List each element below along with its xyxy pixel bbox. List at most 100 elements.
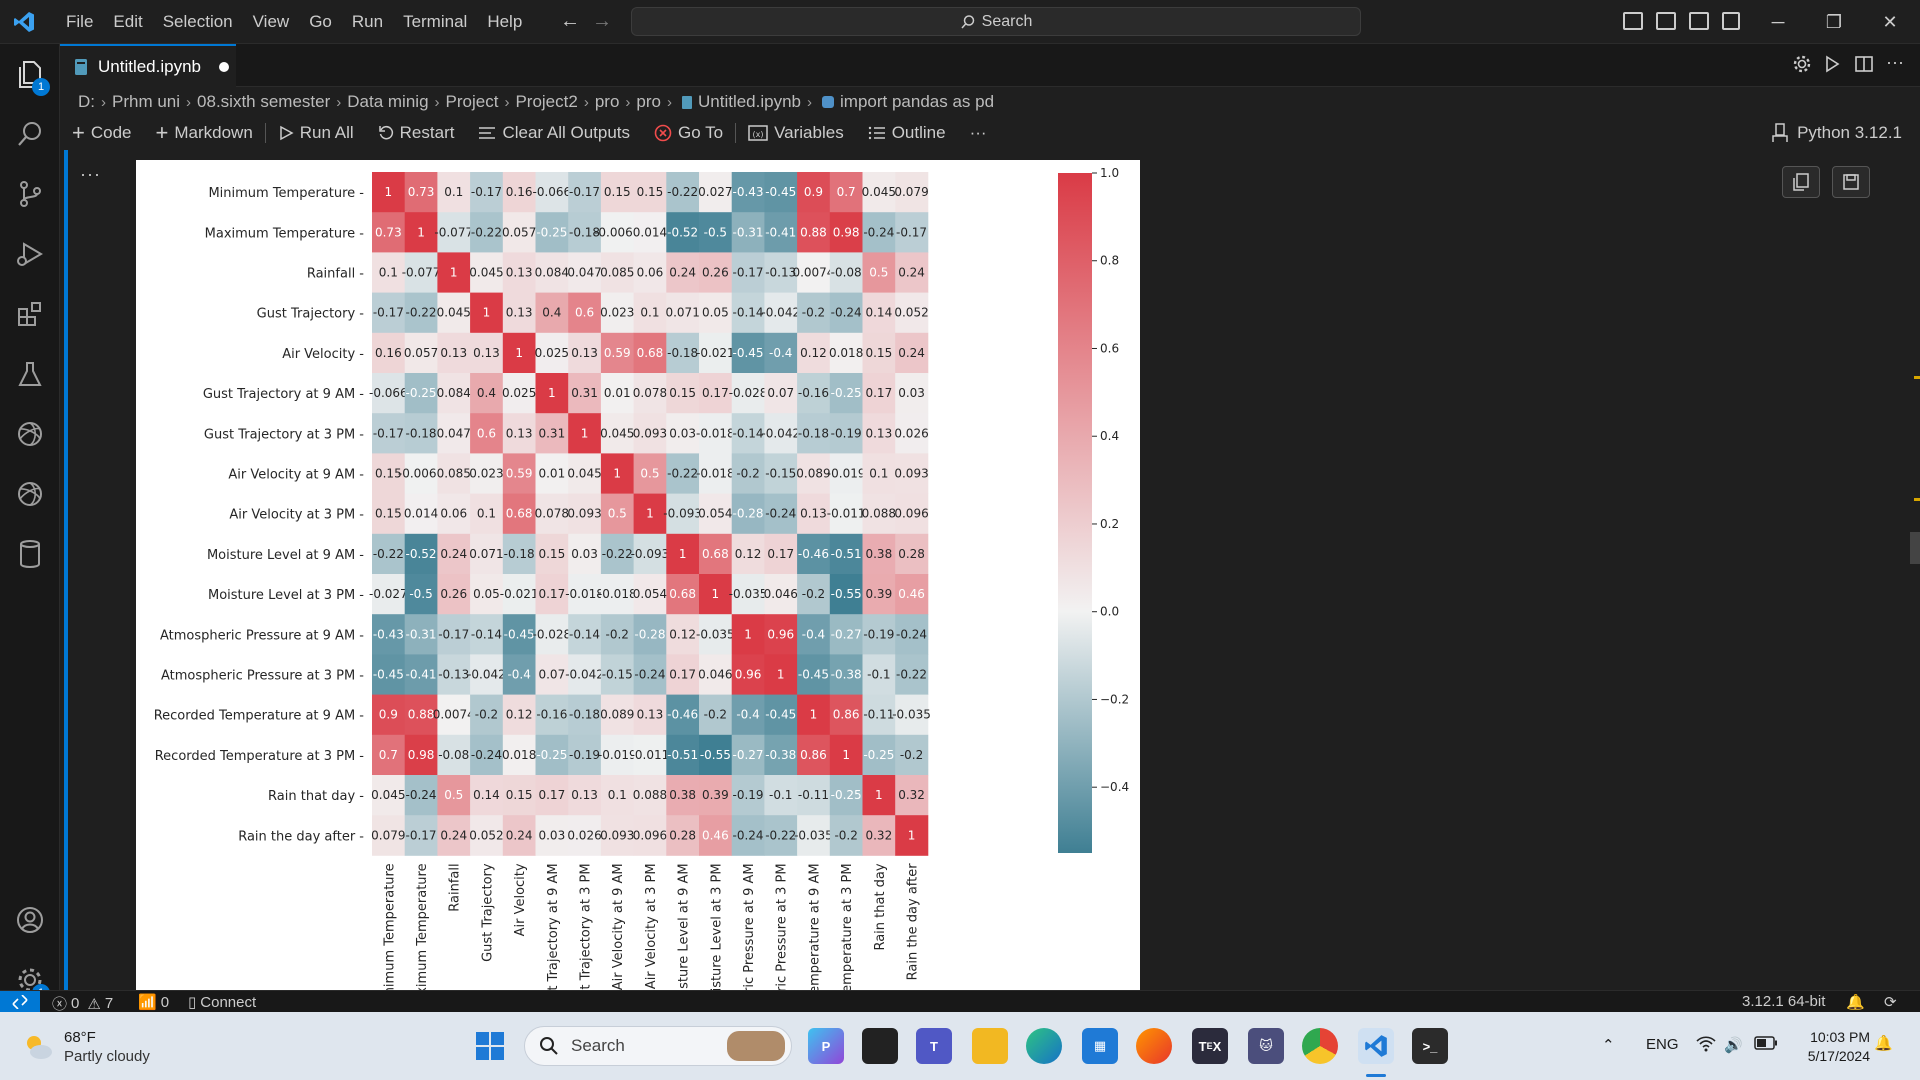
menu-go[interactable]: Go: [309, 11, 332, 31]
restore-icon[interactable]: ❐: [1825, 11, 1843, 32]
close-icon[interactable]: ✕: [1882, 11, 1898, 32]
breadcrumb-item[interactable]: pro: [594, 92, 620, 111]
breadcrumb-item[interactable]: Project: [445, 92, 499, 111]
restart-button[interactable]: Restart: [366, 118, 467, 148]
battery-icon[interactable]: [1754, 1036, 1778, 1054]
language-indicator[interactable]: ENG: [1646, 1036, 1679, 1053]
database-icon: ▯: [188, 994, 197, 1011]
task-view-icon[interactable]: [862, 1028, 898, 1064]
heatmap-value: 0.12: [506, 708, 533, 722]
cat-app-icon[interactable]: 🐱: [1248, 1028, 1284, 1064]
menu-view[interactable]: View: [252, 11, 290, 31]
chrome-icon[interactable]: [1302, 1028, 1338, 1064]
menu-edit[interactable]: Edit: [113, 11, 143, 31]
notifications-bell-icon[interactable]: 🔔: [1846, 994, 1865, 1011]
vscode-taskbar-icon[interactable]: [1358, 1028, 1394, 1064]
menu-selection[interactable]: Selection: [162, 11, 233, 31]
scrollbar-thumb[interactable]: [1910, 532, 1920, 564]
menu-terminal[interactable]: Terminal: [403, 11, 468, 31]
chatgpt-icon[interactable]: [12, 416, 48, 452]
heatmap-value: -0.035: [794, 828, 833, 842]
breadcrumb-item[interactable]: Project2: [515, 92, 578, 111]
cell-output-more-icon[interactable]: ···: [80, 164, 101, 184]
windows-start-icon[interactable]: [472, 1028, 508, 1064]
volume-icon[interactable]: 🔊: [1724, 1037, 1743, 1054]
explorer-icon[interactable]: 1: [12, 56, 50, 96]
breadcrumb-item[interactable]: Prhm uni: [112, 92, 181, 111]
terminal-icon[interactable]: >_: [1412, 1028, 1448, 1064]
heatmap-value: -0.25: [831, 788, 862, 802]
copilot-icon[interactable]: P: [808, 1028, 844, 1064]
menu-run[interactable]: Run: [351, 11, 384, 31]
firefox-icon[interactable]: [1136, 1028, 1172, 1064]
chatgpt-icon-2[interactable]: [12, 476, 48, 512]
breadcrumb-item[interactable]: 08.sixth semester: [197, 92, 331, 111]
remote-window-button[interactable]: [0, 991, 40, 1013]
heatmap-cell: [372, 453, 406, 494]
source-control-icon[interactable]: [12, 176, 48, 212]
heatmap-cell: [633, 453, 667, 494]
accounts-icon[interactable]: [12, 902, 48, 938]
unsaved-dot-icon[interactable]: [219, 61, 230, 72]
clock[interactable]: 10:03 PM 5/17/2024: [1808, 1028, 1870, 1066]
add-code-cell-button[interactable]: + Code: [60, 118, 144, 148]
notification-bell-icon[interactable]: 🔔: [1874, 1035, 1893, 1052]
menu-file[interactable]: File: [66, 11, 94, 31]
breadcrumb-item[interactable]: Data minig: [347, 92, 429, 111]
feedback-icon[interactable]: ⟳: [1884, 994, 1897, 1011]
python-interpreter-status[interactable]: 3.12.1 64-bit: [1742, 993, 1826, 1010]
file-explorer-icon[interactable]: [972, 1028, 1008, 1064]
variables-button[interactable]: (x) Variables: [736, 118, 856, 148]
heatmap-value: 0.12: [735, 547, 762, 561]
breadcrumb-item[interactable]: D:: [78, 92, 95, 111]
search-icon[interactable]: [12, 116, 48, 152]
run-all-button[interactable]: Run All: [266, 118, 366, 148]
run-debug-icon[interactable]: [12, 236, 48, 272]
connect-status[interactable]: ▯ Connect: [188, 993, 256, 1012]
taskbar-search[interactable]: Search: [524, 1026, 792, 1066]
clear-outputs-icon: [479, 127, 496, 139]
heatmap-cell: [829, 734, 863, 776]
breadcrumb-item[interactable]: Untitled.ipynb: [697, 92, 801, 111]
split-editor-icon[interactable]: [1854, 54, 1874, 79]
gear-icon[interactable]: [1792, 54, 1812, 79]
heatmap-value: -0.45: [765, 185, 796, 199]
run-icon[interactable]: [1822, 54, 1842, 79]
command-center-search[interactable]: Search: [631, 7, 1361, 36]
edge-icon[interactable]: [1026, 1028, 1062, 1064]
breadcrumb-item[interactable]: pro: [636, 92, 661, 111]
toggle-panel-icon[interactable]: [1656, 12, 1676, 30]
more-actions-icon[interactable]: ···: [1886, 52, 1904, 72]
tab-untitled-ipynb[interactable]: Untitled.ipynb: [60, 44, 236, 87]
wifi-icon[interactable]: [1696, 1036, 1716, 1056]
save-output-icon[interactable]: [1832, 166, 1870, 198]
ports-status[interactable]: 📶 0: [138, 993, 169, 1012]
minimize-icon[interactable]: ─: [1771, 11, 1785, 32]
store-icon[interactable]: ▦: [1082, 1028, 1118, 1064]
problems-status[interactable]: ⓧ 0 ⚠ 7: [52, 993, 113, 1014]
back-arrow-icon[interactable]: ←: [560, 10, 580, 32]
heatmap-cell: [470, 694, 504, 736]
add-markdown-cell-button[interactable]: + Markdown: [144, 118, 265, 148]
go-to-button[interactable]: Go To: [642, 118, 735, 148]
forward-arrow-icon[interactable]: →: [592, 10, 612, 32]
more-toolbar-actions-button[interactable]: ···: [969, 123, 987, 142]
testing-flask-icon[interactable]: [12, 356, 48, 392]
heatmap-value: -0.55: [831, 587, 862, 601]
weather-widget[interactable]: 68°F Partly cloudy: [22, 1028, 150, 1066]
customize-layout-icon[interactable]: [1722, 12, 1740, 30]
extensions-icon[interactable]: [12, 296, 48, 332]
kernel-picker[interactable]: Python 3.12.1: [1771, 118, 1902, 148]
breadcrumb-item[interactable]: import pandas as pd: [840, 92, 995, 111]
heatmap-value: -0.22: [471, 225, 502, 239]
toggle-primary-sidebar-icon[interactable]: [1623, 12, 1643, 30]
outline-button[interactable]: Outline: [856, 118, 958, 148]
teams-icon[interactable]: T: [916, 1028, 952, 1064]
database-icon[interactable]: [12, 536, 48, 572]
show-hidden-icons-icon[interactable]: ⌃: [1602, 1037, 1615, 1054]
copy-output-icon[interactable]: [1782, 166, 1820, 198]
toggle-secondary-sidebar-icon[interactable]: [1689, 12, 1709, 30]
menu-help[interactable]: Help: [487, 11, 523, 31]
clear-all-outputs-button[interactable]: Clear All Outputs: [466, 118, 642, 148]
